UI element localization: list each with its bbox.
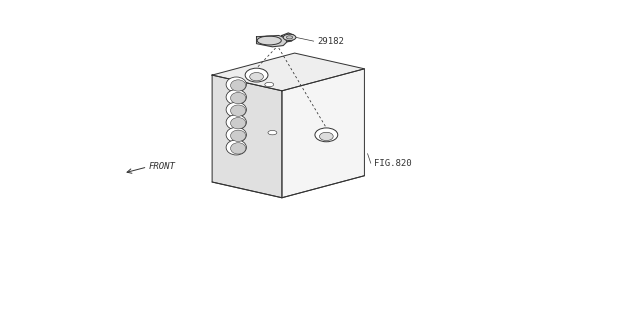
Ellipse shape [226, 102, 246, 117]
Ellipse shape [230, 117, 246, 129]
Text: FIG.820: FIG.820 [374, 159, 412, 168]
Ellipse shape [230, 80, 246, 91]
Ellipse shape [319, 132, 333, 140]
Ellipse shape [230, 92, 246, 104]
Polygon shape [282, 69, 364, 198]
Ellipse shape [230, 130, 246, 141]
Ellipse shape [245, 68, 268, 82]
Ellipse shape [250, 73, 264, 81]
Circle shape [265, 82, 274, 87]
Ellipse shape [226, 140, 246, 155]
Polygon shape [212, 75, 282, 198]
Circle shape [286, 36, 292, 39]
Ellipse shape [226, 115, 246, 130]
Ellipse shape [226, 90, 246, 105]
Polygon shape [282, 33, 294, 42]
Polygon shape [257, 36, 287, 47]
Text: 29182: 29182 [317, 37, 344, 46]
Ellipse shape [230, 143, 246, 154]
Ellipse shape [257, 36, 282, 45]
Ellipse shape [226, 127, 246, 142]
Polygon shape [212, 53, 364, 91]
Circle shape [284, 34, 296, 41]
Ellipse shape [230, 105, 246, 116]
Text: FRONT: FRONT [148, 162, 175, 171]
Ellipse shape [226, 77, 246, 92]
Ellipse shape [315, 128, 338, 142]
Circle shape [268, 131, 277, 135]
